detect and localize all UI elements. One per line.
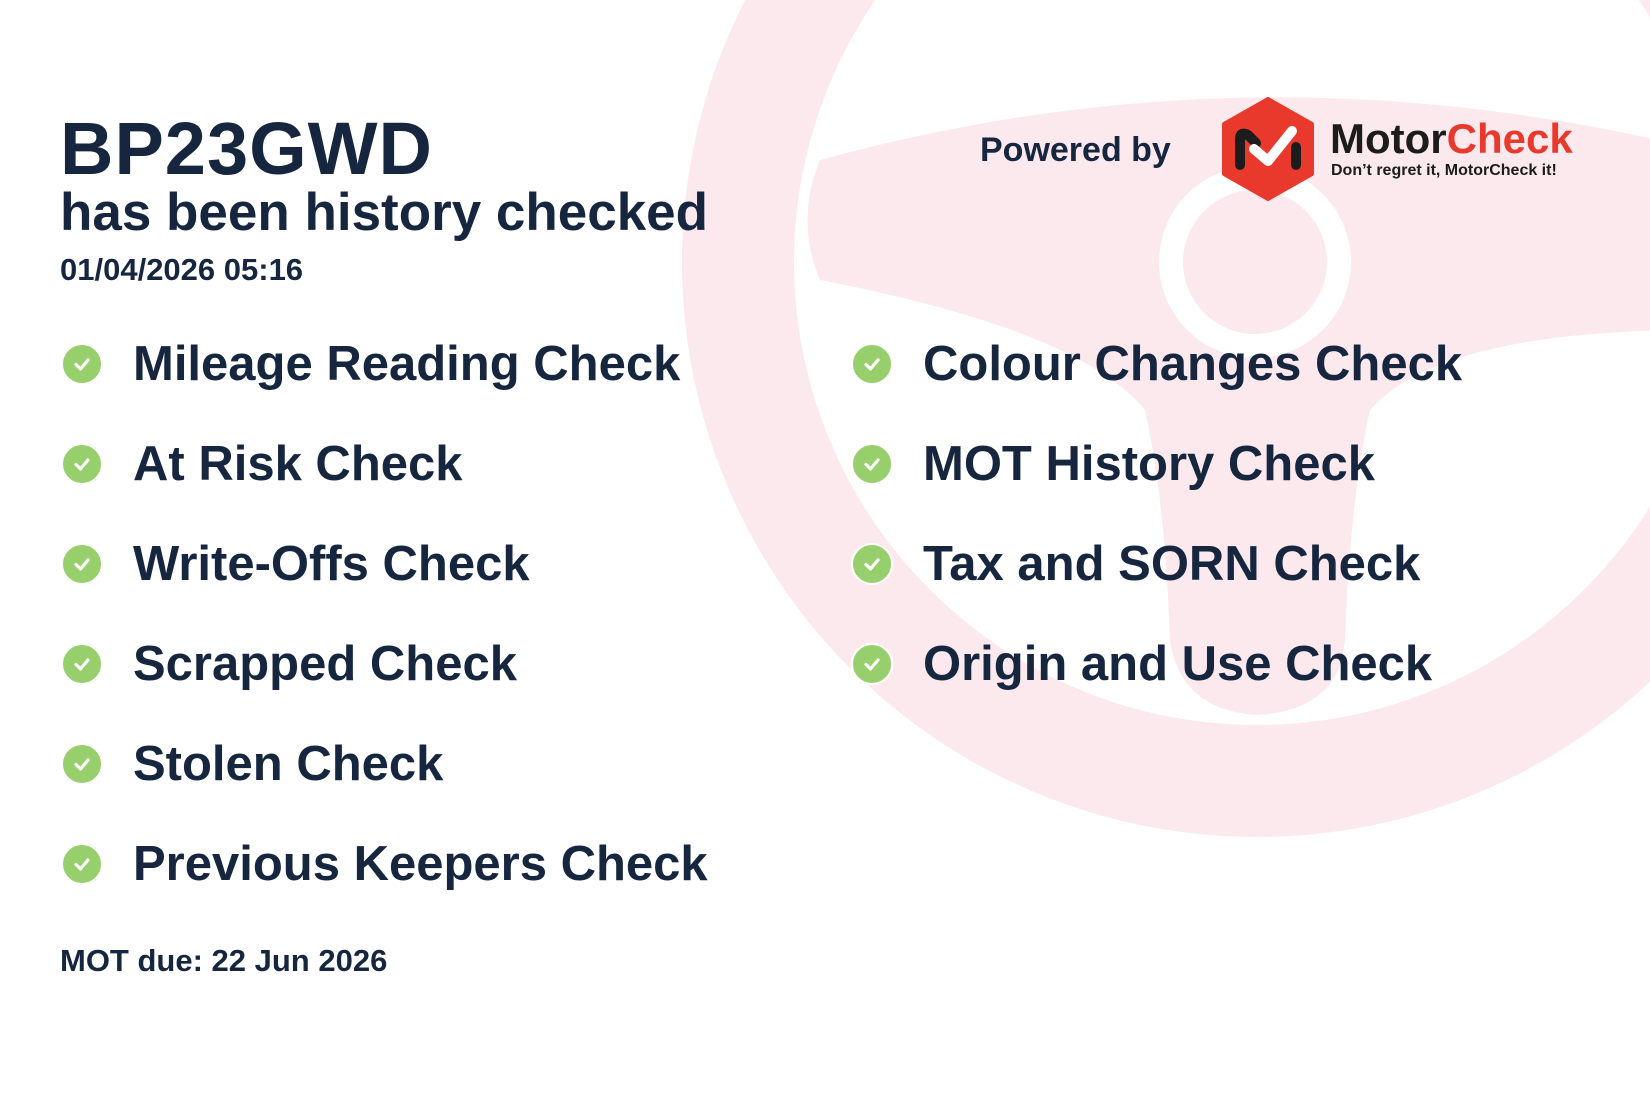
check-item: Colour Changes Check [851, 337, 1463, 391]
check-item: Write-Offs Check [61, 537, 530, 591]
check-item: Origin and Use Check [851, 637, 1433, 691]
motorcheck-logo-icon [1222, 97, 1314, 201]
check-label: At Risk Check [133, 437, 463, 491]
page-subtitle: has been history checked [60, 183, 709, 242]
check-circle-icon [851, 443, 893, 485]
check-item: MOT History Check [851, 437, 1375, 491]
brand-part-1: Motor [1330, 115, 1447, 162]
check-label: Colour Changes Check [923, 337, 1463, 391]
check-label: Tax and SORN Check [923, 537, 1421, 591]
vehicle-registration: BP23GWD [60, 107, 433, 190]
check-circle-icon [61, 743, 103, 785]
check-item: Tax and SORN Check [851, 537, 1421, 591]
check-circle-icon [61, 443, 103, 485]
check-circle-icon [61, 843, 103, 885]
check-item: Stolen Check [61, 737, 444, 791]
check-item: Scrapped Check [61, 637, 517, 691]
check-circle-icon [61, 643, 103, 685]
check-label: Previous Keepers Check [133, 837, 708, 891]
powered-by-label: Powered by [980, 131, 1171, 169]
check-item: Previous Keepers Check [61, 837, 708, 891]
check-circle-icon [851, 543, 893, 585]
check-label: Write-Offs Check [133, 537, 530, 591]
check-circle-icon [61, 343, 103, 385]
check-label: Stolen Check [133, 737, 444, 791]
brand-tagline: Don’t regret it, MotorCheck it! [1331, 162, 1557, 179]
mot-due: MOT due: 22 Jun 2026 [60, 943, 388, 978]
check-circle-icon [851, 643, 893, 685]
check-label: Origin and Use Check [923, 637, 1433, 691]
checked-timestamp: 01/04/2026 05:16 [60, 252, 304, 287]
check-item: At Risk Check [61, 437, 463, 491]
check-label: MOT History Check [923, 437, 1375, 491]
check-label: Mileage Reading Check [133, 337, 681, 391]
check-item: Mileage Reading Check [61, 337, 681, 391]
check-circle-icon [851, 343, 893, 385]
brand-part-2: Check [1446, 115, 1573, 162]
motorcheck-brand: MotorCheck [1330, 118, 1573, 160]
check-circle-icon [61, 543, 103, 585]
check-label: Scrapped Check [133, 637, 517, 691]
